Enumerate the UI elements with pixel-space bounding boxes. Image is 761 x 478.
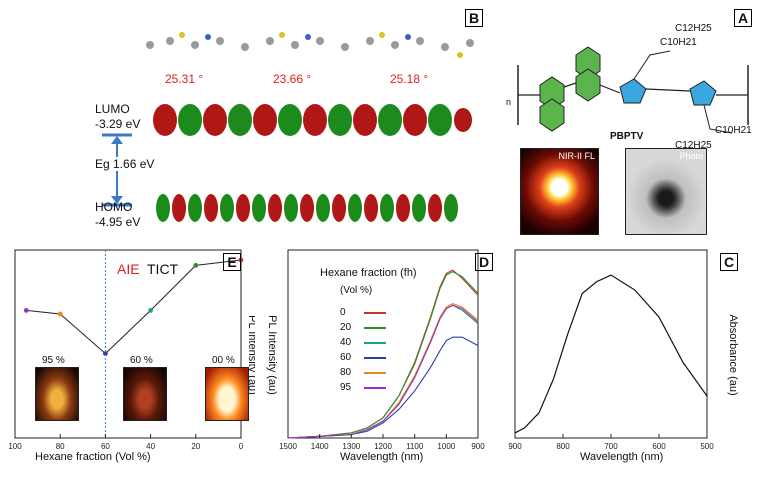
nir-fl-label: NIR-II FL [558, 151, 595, 161]
pl-series-20 [287, 271, 479, 439]
data-point-60 [103, 351, 108, 356]
x-tick-label: 800 [556, 442, 570, 451]
panel-d-label: D [475, 253, 493, 271]
polymer-name: PBPTV [610, 131, 644, 142]
vial-95-label: 95 % [42, 355, 65, 366]
aie-region-label: AIE [117, 261, 140, 277]
data-point-20 [193, 263, 199, 268]
photo-label: Photo [679, 151, 703, 161]
side-chain-bottom-2: C12H25 [675, 140, 712, 151]
panel-d: 900 1000 1100 1200 1300 1400 1500 PL Intensity … [260, 245, 500, 475]
dihedral-angle-3: 25.18 ° [390, 72, 429, 86]
legend-label: 80 [340, 367, 352, 378]
chart-c: 900 800 700 600 500 Absorbance (au) [508, 249, 739, 451]
trend-line [26, 259, 242, 355]
plot-frame [14, 249, 242, 439]
panel-a-label: A [734, 9, 752, 27]
x-tick-label: 900 [508, 442, 522, 451]
x-tick-label: 900 [471, 442, 485, 451]
panel-b-label: B [465, 9, 483, 27]
panel-c-label: C [720, 253, 738, 271]
legend-title-1: Hexane fraction (fh) [320, 267, 417, 279]
dihedral-angle-2: 23.66 ° [273, 72, 312, 86]
x-tick-label: 1100 [406, 442, 424, 451]
x-tick-label: 0 [239, 442, 244, 451]
lumo-value: -3.29 eV [95, 117, 141, 131]
side-chain-top-2: C10H21 [660, 37, 697, 48]
lumo-label: LUMO [95, 102, 130, 116]
c-xlabel: Wavelength (nm) [580, 451, 664, 463]
x-tick-label: 80 [56, 442, 65, 451]
x-tick-label: 500 [700, 442, 714, 451]
vial-00 [205, 367, 249, 421]
legend-swatch [364, 311, 386, 314]
legend-title-2: (Vol %) [340, 285, 373, 296]
legend-swatch [364, 341, 386, 344]
legend-swatch [364, 326, 386, 329]
photo-image: Photo [625, 148, 707, 235]
chart-d: 900 1000 1100 1200 1300 1400 1500 PL Intensity … [266, 249, 485, 451]
x-tick-label: 100 [8, 442, 22, 451]
vial-60-label: 60 % [130, 355, 153, 366]
legend-label: 40 [340, 337, 352, 348]
homo-label: HOMO [95, 200, 133, 214]
x-tick-label: 1400 [311, 442, 329, 451]
legend-item-80: 80 [340, 365, 386, 380]
x-tick-label: 1000 [437, 442, 455, 451]
lumo-orbital [153, 104, 472, 136]
vial-60 [123, 367, 167, 421]
legend-d: 0 20 40 60 80 95 [340, 305, 386, 395]
x-tick-label: 1200 [374, 442, 392, 451]
legend-item-40: 40 [340, 335, 386, 350]
legend-item-0: 0 [340, 305, 386, 320]
plot-frame [514, 249, 708, 439]
legend-item-60: 60 [340, 350, 386, 365]
data-point-40 [148, 308, 154, 313]
y-axis-label: PL Intensity (au) [246, 315, 255, 395]
x-tick-label: 40 [146, 442, 155, 451]
x-tick-label: 20 [191, 442, 200, 451]
legend-label: 95 [340, 382, 352, 393]
nir-fl-image: NIR-II FL [520, 148, 599, 235]
panel-e: 0 20 40 60 80 100 PL Intensity (au) E AIE TICT… [5, 245, 255, 475]
data-point-95 [23, 308, 29, 313]
d-xlabel: Wavelength (nm) [340, 451, 424, 463]
x-tick-label: 60 [101, 442, 110, 451]
molecule-geometry [146, 32, 474, 58]
y-axis-label: Absorbance (au) [727, 314, 739, 395]
homo-orbital [156, 194, 458, 222]
legend-item-95: 95 [340, 380, 386, 395]
e-xlabel: Hexane fraction (Vol %) [35, 451, 151, 463]
data-point-0 [238, 257, 244, 263]
x-tick-label: 1500 [279, 442, 297, 451]
absorbance-line [514, 274, 708, 434]
vial-00-label: 00 % [212, 355, 235, 366]
dihedral-angle-1: 25.31 ° [165, 72, 204, 86]
legend-label: 60 [340, 352, 352, 363]
homo-value: -4.95 eV [95, 215, 141, 229]
legend-swatch [364, 386, 386, 389]
vial-95 [35, 367, 79, 421]
panel-e-label: E [223, 253, 241, 271]
x-tick-label: 700 [604, 442, 618, 451]
legend-label: 20 [340, 322, 352, 333]
energy-gap-label: Eg 1.66 eV [95, 157, 155, 171]
x-tick-label: 1300 [342, 442, 360, 451]
legend-swatch [364, 371, 386, 374]
panel-c: 900 800 700 600 500 Absorbance (au) C Wavelen… [505, 245, 758, 475]
panel-b: B 25.31 ° 23.66 ° 25.18 ° LUMO -3.29 eV [95, 5, 495, 240]
chart-e: 0 20 40 60 80 100 PL Intensity (au) [8, 249, 255, 451]
data-point-80 [57, 311, 63, 317]
pbptv-structure [517, 46, 749, 134]
side-chain-bottom-1: C10H21 [715, 125, 752, 136]
legend-label: 0 [340, 307, 346, 318]
panel-a: A n C12H25 C10H21 C10H21 C12H25 PBPTV NI… [500, 5, 758, 240]
tict-region-label: TICT [147, 261, 179, 277]
side-chain-top-1: C12H25 [675, 23, 712, 34]
x-tick-label: 600 [652, 442, 666, 451]
legend-swatch [364, 356, 386, 359]
y-axis-label: PL Intensity (au) [266, 315, 278, 395]
repeat-subscript: n [506, 97, 512, 107]
legend-item-20: 20 [340, 320, 386, 335]
